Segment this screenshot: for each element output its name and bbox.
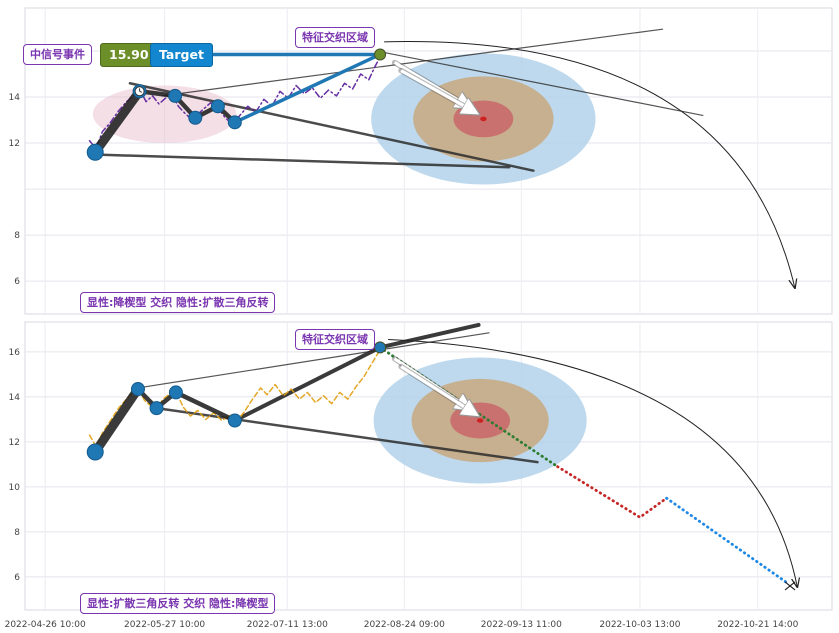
pattern-label-bottom: 显性:扩散三角反转 交织 隐性:降楔型 — [80, 593, 276, 615]
target-arrow — [393, 61, 471, 108]
peak-descent-thin-line — [381, 51, 704, 117]
target-value-badge: 15.90 — [100, 43, 158, 67]
target-zone-center-dot — [476, 418, 484, 423]
x-tick-label: 2022-10-03 13:00 — [599, 620, 680, 630]
y-tick-label: 14 — [9, 93, 21, 103]
x-tick-label: 2022-08-24 09:00 — [364, 620, 445, 630]
broadening-lower-line — [155, 406, 539, 464]
broadening-upper-thin-line — [161, 28, 664, 97]
y-tick-label: 6 — [14, 573, 20, 583]
x-tick-label: 2022-04-26 10:00 — [5, 620, 86, 630]
pattern-label-top: 显性:降楔型 交织 隐性:扩散三角反转 — [80, 292, 276, 314]
clock-icon-hand — [139, 90, 143, 93]
y-tick-label: 14 — [9, 393, 21, 403]
y-tick-label: 10 — [9, 483, 21, 493]
pivot-zigzag-bold — [90, 384, 143, 457]
target-arrow — [400, 365, 477, 415]
panel-bottom: 16 14 12 10 8 6 2022-04-26 10:00 2022-05-27 10:… — [5, 321, 833, 630]
end-x-mark — [784, 581, 796, 591]
signal-event-label: 中信号事件 — [23, 44, 92, 66]
pivot-point — [168, 88, 183, 103]
wedge-lower-line — [93, 153, 511, 169]
peak-point — [374, 341, 387, 354]
y-tick-label: 12 — [9, 438, 20, 448]
y-tick-label: 8 — [14, 231, 20, 241]
y-tick-label: 16 — [9, 348, 21, 358]
y-tick-label: 6 — [14, 277, 20, 287]
wedge-upper-line — [128, 81, 535, 172]
x-tick-label: 2022-07-11 13:00 — [247, 620, 328, 630]
feature-region-label-top: 特征交织区域 — [295, 27, 375, 49]
pivot-zigzag-bold — [90, 86, 145, 157]
projection-arc — [384, 41, 795, 289]
x-tick-label: 2022-10-21 14:00 — [717, 620, 798, 630]
target-arrow — [400, 69, 477, 114]
pivot-point — [86, 143, 104, 161]
pivot-point — [188, 110, 203, 125]
x-tick-label: 2022-09-13 11:00 — [481, 620, 562, 630]
feature-region-label-bottom: 特征交织区域 — [295, 329, 375, 351]
forecast-red-line — [556, 465, 668, 519]
y-tick-label: 12 — [9, 139, 20, 149]
pivot-point — [227, 115, 242, 130]
y-tick-label: 8 — [14, 528, 20, 538]
panel-top: 14 12 8 6 — [9, 7, 833, 315]
projection-arc — [388, 339, 797, 588]
pivot-point — [130, 382, 145, 397]
x-tick-label: 2022-05-27 10:00 — [124, 620, 205, 630]
pivot-point — [149, 401, 164, 416]
pivot-point — [210, 99, 225, 114]
pivot-zigzag — [135, 386, 238, 423]
peak-point — [374, 48, 387, 61]
forecast-blue-line — [665, 496, 790, 585]
target-word-badge: Target — [150, 43, 213, 67]
breakout-line — [233, 52, 382, 125]
pivot-point — [227, 413, 242, 428]
pivot-point — [168, 385, 183, 400]
target-zone-center-dot — [480, 116, 487, 122]
pivot-point — [86, 443, 104, 461]
